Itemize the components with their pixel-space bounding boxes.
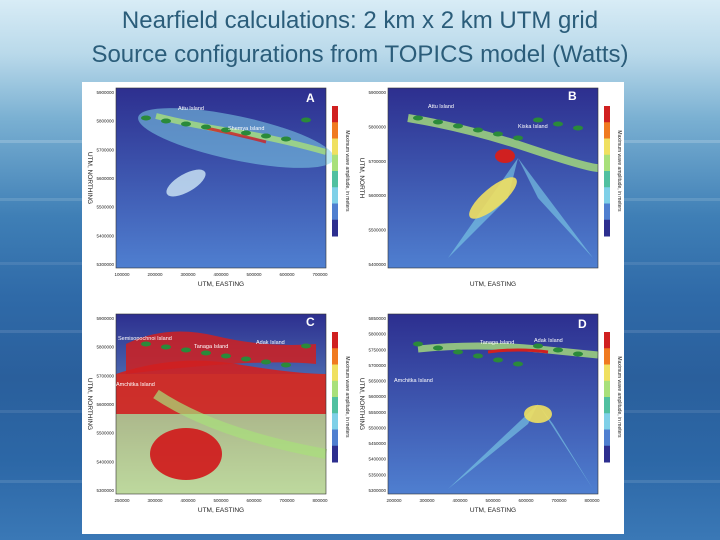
x-tick-label: 400000 (213, 272, 229, 277)
x-tick-label: 800000 (584, 498, 600, 503)
panel-letter: B (568, 89, 577, 103)
y-tick-label: 5850000 (368, 316, 386, 321)
y-tick-label: 5500000 (96, 205, 114, 210)
y-tick-label: 5700000 (368, 363, 386, 368)
x-tick-label: 250000 (114, 498, 130, 503)
x-tick-label: 700000 (551, 498, 567, 503)
y-axis-label: UTM, NORTHING (86, 378, 93, 430)
y-tick-label: 5400000 (368, 457, 386, 462)
island-label: Kiska Island (518, 124, 548, 130)
island-label: Tanaga Island (480, 340, 514, 346)
y-tick-label: 5600000 (96, 176, 114, 181)
x-tick-label: 300000 (180, 272, 196, 277)
island-chain (413, 341, 583, 367)
panel-letter: D (578, 317, 587, 331)
map-panel-svg: C Semisopochnoi Island Tanaga Island Adak I… (86, 313, 350, 514)
y-tick-label: 5800000 (96, 345, 114, 350)
island-chain (141, 341, 311, 368)
y-tick-label: 5900000 (96, 90, 114, 95)
map-figure: A Attu Island Shemya Island 5900000 5800000 5… (82, 82, 624, 534)
island-label: Amchitka Island (394, 378, 433, 384)
x-tick-label: 300000 (147, 498, 163, 503)
y-tick-label: 5600000 (368, 193, 386, 198)
colorbar-label: Maximum wave amplitude, in meters (344, 356, 350, 438)
y-axis-label: UTM, NORTHING (358, 378, 365, 430)
x-axis-label: UTM, EASTING (198, 281, 244, 288)
x-tick-label: 600000 (518, 498, 534, 503)
map-panel-a: A Attu Island Shemya Island 5900000 5800000 5… (82, 82, 352, 306)
x-tick-label: 300000 (419, 498, 435, 503)
y-tick-label: 5900000 (368, 90, 386, 95)
y-tick-label: 5500000 (96, 431, 114, 436)
colorbar (604, 106, 610, 237)
panel-letter: C (306, 315, 315, 329)
y-tick-label: 5400000 (96, 233, 114, 238)
map-panel-d: D Tanaga Island Adak Island Amchitka Island… (354, 308, 624, 532)
y-tick-label: 5300000 (96, 262, 114, 267)
map-panel-svg: A Attu Island Shemya Island 5900000 5800000 5… (86, 87, 350, 288)
x-tick-label: 100000 (114, 272, 130, 277)
x-axis-label: UTM, EASTING (198, 507, 244, 514)
x-tick-label: 200000 (147, 272, 163, 277)
colorbar (332, 332, 338, 463)
y-tick-label: 5400000 (96, 459, 114, 464)
y-tick-label: 5500000 (368, 228, 386, 233)
y-tick-label: 5700000 (96, 147, 114, 152)
y-tick-label: 5800000 (368, 124, 386, 129)
island-label: Shemya Island (228, 126, 264, 132)
y-tick-label: 5600000 (96, 402, 114, 407)
x-axis-label: UTM, EASTING (470, 507, 516, 514)
colorbar (332, 106, 338, 237)
x-tick-label: 400000 (180, 498, 196, 503)
x-tick-label: 500000 (485, 498, 501, 503)
y-axis-label: UTM, NORTHING (86, 152, 93, 204)
map-panel-b: B Attu Island Kiska Island 5900000 5800000 57… (354, 82, 624, 306)
x-tick-label: 700000 (312, 272, 328, 277)
y-tick-label: 5900000 (96, 316, 114, 321)
island-label: Adak Island (256, 340, 285, 346)
y-tick-label: 5450000 (368, 441, 386, 446)
x-tick-label: 800000 (312, 498, 328, 503)
island-label: Semisopochnoi Island (118, 336, 172, 342)
colorbar-label: Maximum wave amplitude, in meters (344, 130, 350, 212)
slide-title-line-1: Nearfield calculations: 2 km x 2 km UTM … (121, 7, 599, 34)
island-label: Attu Island (428, 104, 454, 110)
slide-title-line-2: Source configurations from TOPICS model … (91, 41, 629, 68)
y-tick-label: 5300000 (368, 488, 386, 493)
colorbar-label: Maximum wave amplitude, in meters (616, 356, 622, 438)
y-tick-label: 5700000 (96, 373, 114, 378)
map-panel-c: C Semisopochnoi Island Tanaga Island Adak I… (82, 308, 352, 532)
x-tick-label: 400000 (452, 498, 468, 503)
map-panel-svg: D Tanaga Island Adak Island Amchitka Island… (358, 313, 622, 514)
y-tick-label: 5800000 (368, 332, 386, 337)
island-label: Adak Island (534, 338, 563, 344)
island-label: Tanaga Island (194, 344, 228, 350)
y-tick-label: 5700000 (368, 159, 386, 164)
x-tick-label: 700000 (279, 498, 295, 503)
colorbar (604, 332, 610, 463)
map-panel-svg: B Attu Island Kiska Island 5900000 5800000 57… (358, 87, 622, 288)
panel-letter: A (306, 91, 315, 105)
x-tick-label: 500000 (213, 498, 229, 503)
x-tick-label: 600000 (279, 272, 295, 277)
island-label: Amchitka Island (116, 382, 155, 388)
y-tick-label: 5500000 (368, 425, 386, 430)
y-tick-label: 5600000 (368, 394, 386, 399)
x-tick-label: 500000 (246, 272, 262, 277)
y-tick-label: 5550000 (368, 410, 386, 415)
x-tick-label: 600000 (246, 498, 262, 503)
x-tick-label: 200000 (386, 498, 402, 503)
y-tick-label: 5650000 (368, 379, 386, 384)
island-chain (413, 115, 583, 141)
x-axis-label: UTM, EASTING (470, 281, 516, 288)
y-tick-label: 5300000 (96, 488, 114, 493)
y-axis-label: UTM, NORTH (358, 158, 365, 199)
island-label: Attu Island (178, 106, 204, 112)
y-tick-label: 5400000 (368, 262, 386, 267)
island-chain (141, 115, 311, 142)
colorbar-label: Maximum wave amplitude, in meters (616, 130, 622, 212)
y-tick-label: 5800000 (96, 119, 114, 124)
y-tick-label: 5350000 (368, 472, 386, 477)
y-tick-label: 5750000 (368, 347, 386, 352)
